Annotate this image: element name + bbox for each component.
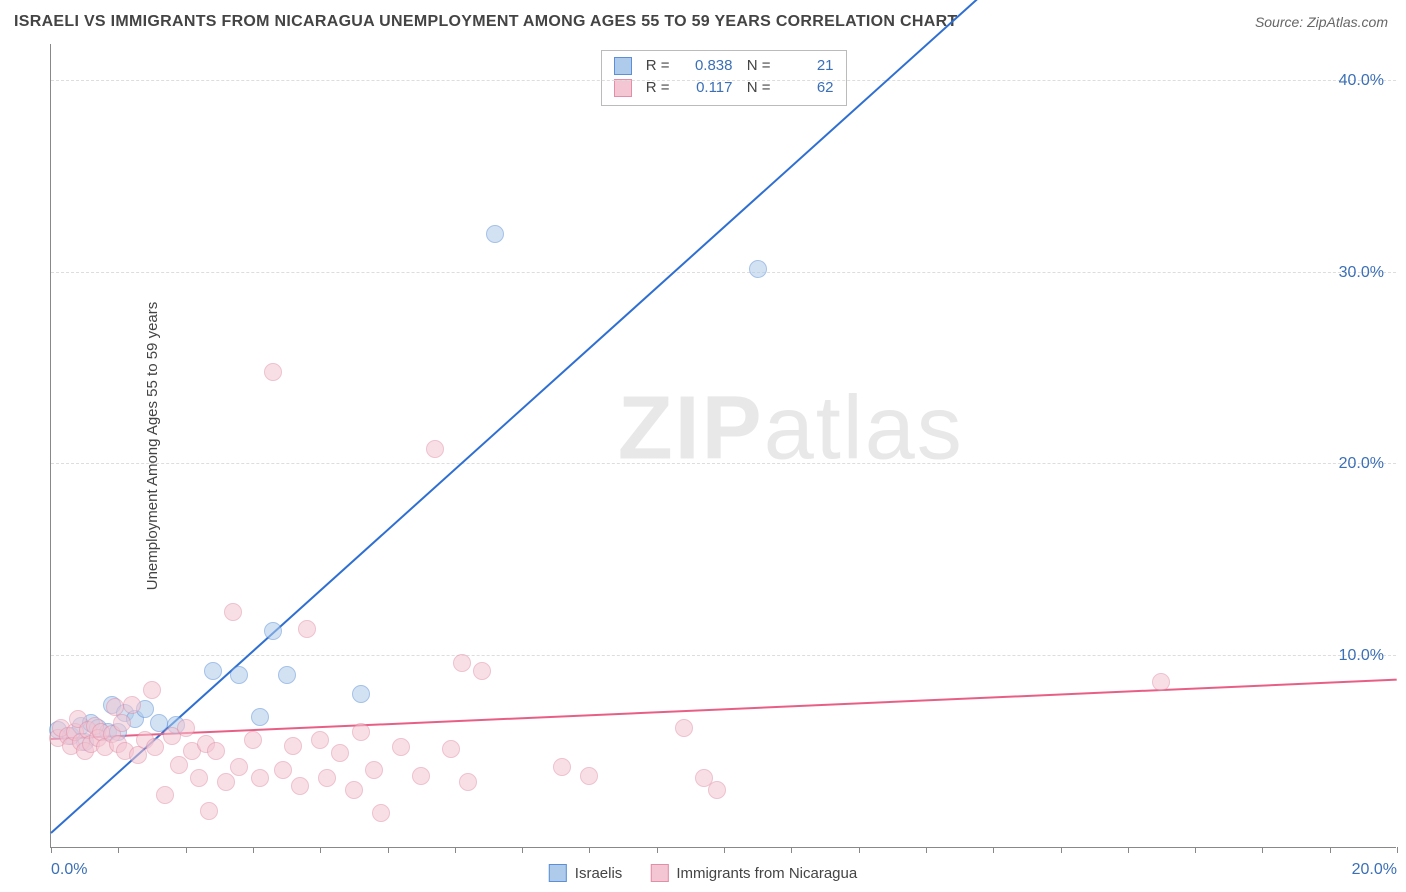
x-tick-mark (253, 847, 254, 853)
data-point (708, 781, 726, 799)
legend-item-israelis: Israelis (549, 864, 623, 882)
data-point (251, 708, 269, 726)
data-point (392, 738, 410, 756)
x-tick-mark (1397, 847, 1398, 853)
data-point (204, 662, 222, 680)
x-tick-mark (993, 847, 994, 853)
data-point (143, 681, 161, 699)
legend: Israelis Immigrants from Nicaragua (549, 864, 857, 882)
x-tick-mark (791, 847, 792, 853)
legend-label: Immigrants from Nicaragua (676, 865, 857, 882)
data-point (352, 723, 370, 741)
data-point (278, 666, 296, 684)
data-point (372, 804, 390, 822)
data-point (224, 603, 242, 621)
x-tick-mark (51, 847, 52, 853)
data-point (749, 260, 767, 278)
data-point (264, 363, 282, 381)
watermark: ZIPatlas (618, 378, 964, 481)
data-point (291, 777, 309, 795)
gridline (51, 80, 1396, 81)
y-tick-label: 20.0% (1339, 455, 1384, 473)
data-point (365, 761, 383, 779)
x-tick-mark (388, 847, 389, 853)
x-tick-mark (724, 847, 725, 853)
gridline (51, 463, 1396, 464)
data-point (311, 731, 329, 749)
stats-row-israelis: R = 0.838 N = 21 (614, 55, 834, 77)
data-point (486, 225, 504, 243)
data-point (251, 769, 269, 787)
data-point (129, 746, 147, 764)
x-tick-mark (186, 847, 187, 853)
data-point (331, 744, 349, 762)
stat-r-value: 0.838 (678, 55, 733, 77)
x-tick-mark (320, 847, 321, 853)
x-tick-mark (1195, 847, 1196, 853)
stat-r-label: R = (640, 55, 670, 77)
data-point (442, 740, 460, 758)
data-point (473, 662, 491, 680)
x-tick-mark (859, 847, 860, 853)
y-tick-label: 30.0% (1339, 264, 1384, 282)
data-point (123, 696, 141, 714)
data-point (207, 742, 225, 760)
x-tick-mark (118, 847, 119, 853)
gridline (51, 655, 1396, 656)
data-point (200, 802, 218, 820)
x-tick-mark (1128, 847, 1129, 853)
x-tick-mark (455, 847, 456, 853)
swatch-icon (549, 864, 567, 882)
data-point (352, 685, 370, 703)
data-point (412, 767, 430, 785)
data-point (170, 756, 188, 774)
data-point (453, 654, 471, 672)
data-point (675, 719, 693, 737)
gridline (51, 272, 1396, 273)
data-point (146, 738, 164, 756)
x-tick-mark (522, 847, 523, 853)
x-tick-label: 0.0% (51, 861, 87, 879)
data-point (156, 786, 174, 804)
legend-item-nicaragua: Immigrants from Nicaragua (650, 864, 857, 882)
swatch-icon (650, 864, 668, 882)
data-point (113, 714, 131, 732)
chart-header: ISRAELI VS IMMIGRANTS FROM NICARAGUA UNE… (0, 0, 1406, 44)
data-point (284, 737, 302, 755)
data-point (230, 666, 248, 684)
x-tick-mark (926, 847, 927, 853)
data-point (230, 758, 248, 776)
data-point (190, 769, 208, 787)
data-point (274, 761, 292, 779)
chart-plot-area: ZIPatlas R = 0.838 N = 21 R = 0.117 N = … (50, 44, 1396, 848)
source-attribution: Source: ZipAtlas.com (1255, 14, 1388, 30)
x-tick-mark (1262, 847, 1263, 853)
x-tick-mark (1330, 847, 1331, 853)
x-tick-label: 20.0% (1352, 861, 1397, 879)
data-point (1152, 673, 1170, 691)
data-point (244, 731, 262, 749)
x-tick-mark (589, 847, 590, 853)
data-point (264, 622, 282, 640)
data-point (177, 719, 195, 737)
legend-label: Israelis (575, 865, 623, 882)
swatch-icon (614, 79, 632, 97)
data-point (459, 773, 477, 791)
stat-n-label: N = (741, 55, 771, 77)
data-point (298, 620, 316, 638)
data-point (217, 773, 235, 791)
data-point (580, 767, 598, 785)
swatch-icon (614, 57, 632, 75)
x-tick-mark (657, 847, 658, 853)
x-tick-mark (1061, 847, 1062, 853)
data-point (553, 758, 571, 776)
y-tick-label: 40.0% (1339, 72, 1384, 90)
data-point (345, 781, 363, 799)
correlation-stats-box: R = 0.838 N = 21 R = 0.117 N = 62 (601, 50, 847, 106)
data-point (318, 769, 336, 787)
y-tick-label: 10.0% (1339, 647, 1384, 665)
stat-n-value: 21 (779, 55, 834, 77)
chart-title: ISRAELI VS IMMIGRANTS FROM NICARAGUA UNE… (14, 13, 958, 31)
data-point (426, 440, 444, 458)
